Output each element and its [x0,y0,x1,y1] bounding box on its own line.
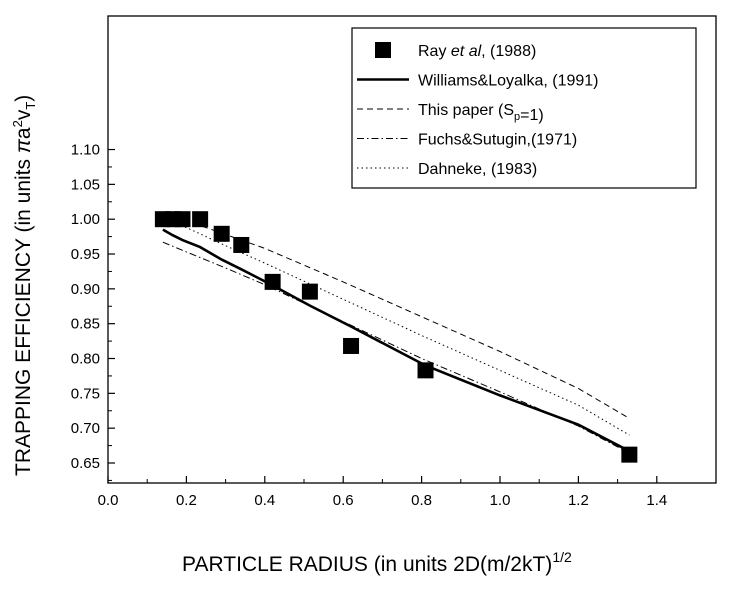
series-line [162,218,630,419]
data-point [621,446,638,463]
series-line [162,241,630,454]
y-tick-label: 0.75 [71,385,100,402]
data-point [417,362,434,379]
axes: 0.0 0.2 0.4 0.6 0.8 1.0 1.2 1.4 0.65 0.70 0.75 0.80… [71,15,717,509]
data-point [264,273,281,290]
y-tick-label: 0.85 [71,316,100,333]
x-tick-label: 0.6 [333,492,354,509]
data-point [343,337,360,354]
data-point [174,211,191,228]
y-tick-label: 0.80 [71,351,100,368]
legend-label: Ray et al, (1988) [418,43,536,60]
series-line [162,228,630,453]
curve-layer [162,218,630,454]
y-tick-label: 1.10 [71,142,100,159]
data-point [213,225,230,242]
x-tick-label: 0.2 [176,492,197,509]
x-tick-label: 1.4 [646,492,667,509]
x-tick-label: 0.0 [98,492,119,509]
x-tick-label: 1.0 [490,492,511,509]
series-line [162,222,630,436]
legend: Ray et al, (1988) Williams&Loyalka, (1991… [351,27,697,189]
plot-frame [107,15,717,484]
legend-marker [375,42,391,58]
legend-box [351,27,697,189]
data-point [233,236,250,253]
data-point [301,283,318,300]
y-tick-label: 0.90 [71,281,100,298]
x-tick-label: 0.8 [411,492,432,509]
legend-label: Fuchs&Sutugin,(1971) [418,132,577,149]
y-tick-label: 1.05 [71,176,100,193]
x-tick-label: 0.4 [254,492,275,509]
y-tick-label: 1.00 [71,211,100,228]
y-tick-label: 0.70 [71,420,100,437]
legend-label: Dahneke, (1983) [418,161,537,178]
y-axis-title: TRAPPING EFFICIENCY (in units πa2vT) [10,95,38,476]
y-tick-label: 0.95 [71,246,100,263]
x-tick-label: 1.2 [568,492,589,509]
data-point [192,211,209,228]
legend-label: Williams&Loyalka, (1991) [418,73,599,90]
y-tick-label: 0.65 [71,455,100,472]
legend-label: This paper (Sp=1) [418,102,544,124]
marker-layer [154,211,638,463]
x-axis-title: PARTICLE RADIUS (in units 2D(m/2kT)1/2 [182,549,572,576]
